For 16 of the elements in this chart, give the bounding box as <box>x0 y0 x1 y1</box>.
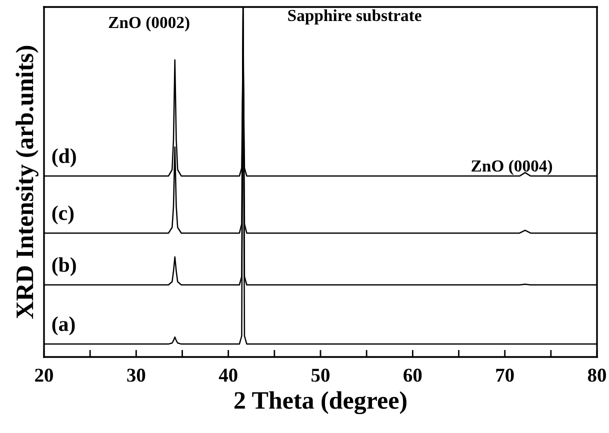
x-tick-label: 80 <box>588 368 606 382</box>
x-tick-label: 40 <box>218 368 238 382</box>
series-label: (c) <box>52 205 74 224</box>
series-label: (a) <box>52 316 75 336</box>
x-tick-label: 50 <box>312 368 330 382</box>
x-tick-label: 70 <box>496 368 514 382</box>
x-tick-label: 60 <box>404 368 422 382</box>
series-label: (b) <box>52 257 76 276</box>
y-axis-title: XRD Intensity (arb.units) <box>16 46 38 319</box>
x-tick-label: 20 <box>35 368 53 382</box>
annotation: ZnO (0004) <box>472 160 552 175</box>
series-label: (d) <box>52 148 76 168</box>
x-tick-label: 30 <box>127 368 146 382</box>
annotation: ZnO (0002) <box>108 16 190 32</box>
annotation: Sapphire substrate <box>288 9 422 24</box>
x-axis-title: 2 Theta (degree) <box>234 391 406 414</box>
